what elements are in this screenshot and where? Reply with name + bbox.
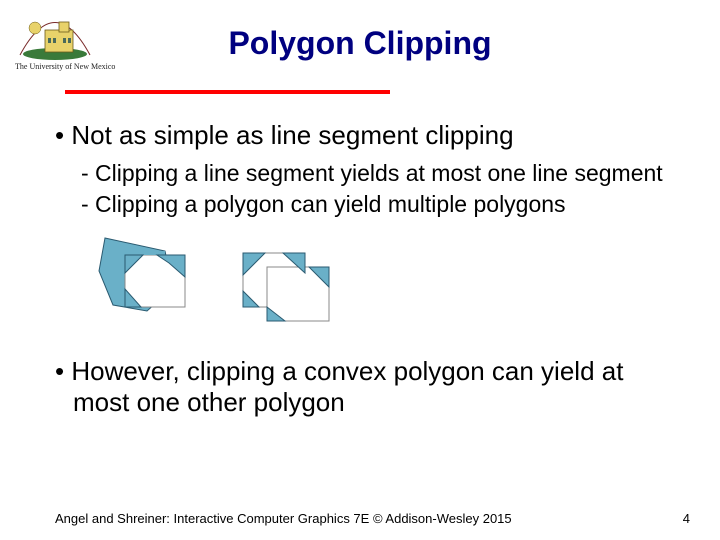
sub-bullet-2: - Clipping a polygon can yield multiple …	[55, 190, 675, 219]
slide-content: • Not as simple as line segment clipping…	[55, 120, 675, 418]
sub-bullet-1: - Clipping a line segment yields at most…	[55, 159, 675, 188]
university-label: The University of New Mexico	[15, 62, 135, 71]
bullet-2: • However, clipping a convex polygon can…	[55, 356, 675, 418]
clipping-diagram	[95, 233, 675, 328]
title-divider	[65, 90, 390, 94]
page-number: 4	[683, 511, 690, 526]
footer-citation: Angel and Shreiner: Interactive Computer…	[55, 511, 512, 526]
slide-title: Polygon Clipping	[0, 25, 720, 62]
bullet-1: • Not as simple as line segment clipping	[55, 120, 675, 151]
